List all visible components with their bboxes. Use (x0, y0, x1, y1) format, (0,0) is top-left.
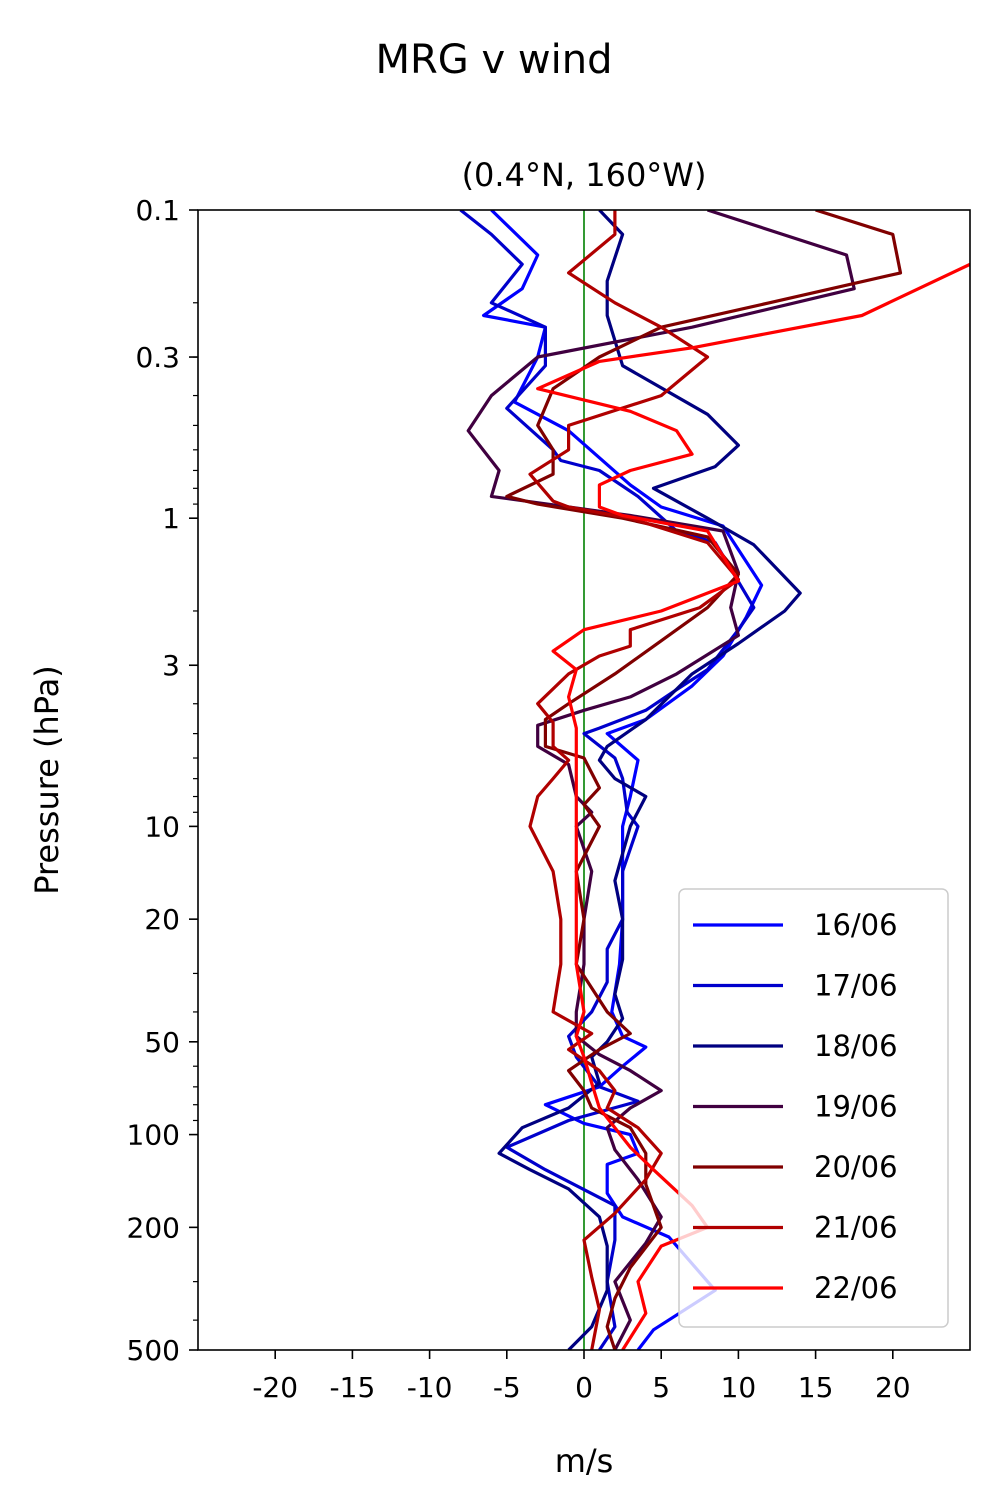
series-line-7 (536, 262, 970, 1350)
x-axis-label: m/s (555, 1442, 614, 1480)
series-line-6 (528, 210, 740, 1350)
x-tick-label: 10 (721, 1371, 757, 1404)
legend-label: 16/06 (814, 908, 898, 942)
x-tick-label: -10 (407, 1371, 453, 1404)
ticks-layer: -20 -15 -10 -5 0 5 10 15 20 0.1 0.3 1 3 10 20 50 100 200 5… (127, 194, 911, 1404)
y-tick-label: 500 (127, 1334, 180, 1367)
x-tick-label: 20 (875, 1371, 911, 1404)
series-line-4 (466, 210, 856, 1350)
y-tick-label: 0.3 (135, 341, 180, 374)
x-tick-label: -5 (493, 1371, 521, 1404)
series-line-3 (497, 210, 802, 1350)
x-tick-label: 5 (652, 1371, 670, 1404)
x-tick-label: 0 (575, 1371, 593, 1404)
legend-label: 18/06 (814, 1029, 898, 1063)
y-tick-label: 20 (144, 903, 180, 936)
legend-label: 17/06 (814, 969, 898, 1003)
series-line-2 (459, 210, 756, 1350)
legend-label: 20/06 (814, 1150, 898, 1184)
y-tick-label: 50 (144, 1026, 180, 1059)
plot-area-frame (197, 209, 971, 1351)
legend-label: 19/06 (814, 1090, 898, 1124)
x-tick-label: -20 (252, 1371, 298, 1404)
y-axis-label: Pressure (hPa) (28, 665, 66, 895)
plot-title: (0.4°N, 160°W) (462, 156, 707, 194)
y-tick-label: 1 (162, 502, 180, 535)
legend-label: 22/06 (814, 1271, 898, 1305)
x-tick-label: -15 (330, 1371, 376, 1404)
y-tick-label: 3 (162, 649, 180, 682)
y-tick-label: 10 (144, 810, 180, 843)
figure-suptitle: MRG v wind (376, 37, 613, 83)
x-tick-label: 15 (798, 1371, 834, 1404)
y-tick-label: 100 (127, 1119, 180, 1152)
series-line-5 (505, 210, 903, 1350)
series-line-1 (482, 210, 764, 1350)
series-layer (459, 210, 970, 1350)
legend-frame (678, 888, 949, 1328)
legend-label: 21/06 (814, 1211, 898, 1245)
legend: 16/06 17/06 18/06 19/06 20/06 21/06 22/06 (678, 888, 949, 1328)
y-tick-label: 200 (127, 1211, 180, 1244)
y-tick-label: 0.1 (135, 194, 180, 227)
